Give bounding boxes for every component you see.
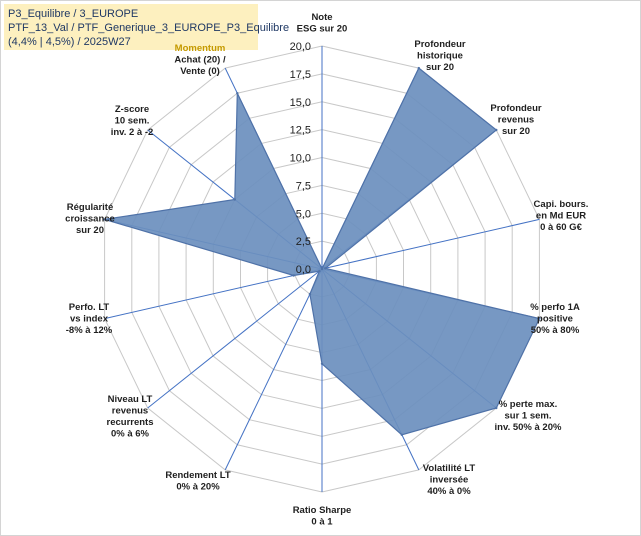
axis-label-line: 0 à 1 [311,517,333,528]
axis-label-line: Capi. bours. [534,199,589,210]
axis-label-line: Régularité [67,202,113,213]
axis-label-line: sur 20 [426,62,454,73]
axis-label-line: % perfo 1A [530,302,580,313]
series-point [318,269,321,273]
axis-label-line: Note [311,12,332,23]
axis-label-line: 0 à 60 G€ [540,222,582,233]
tick-label: 10,0 [290,153,311,165]
axis-label-line: croissance [65,214,115,225]
tick-label: 0,0 [296,264,311,276]
series-point [324,267,327,270]
axis-label-line: sur 1 sem. [505,411,552,422]
axis-label-line: Momentum [175,43,226,54]
axis-label-line: revenus [112,406,148,417]
axis-label-line: positive [537,314,573,325]
axis-label: Momentum Achat (20) / Vente (0) [174,43,226,77]
axis-spoke [104,268,323,320]
axis-label-line: 50% à 80% [531,325,580,336]
tick-label: 15,0 [290,97,311,109]
info-line-1: P3_Equilibre / 3_EUROPE [8,8,139,20]
axis-spoke [321,218,540,270]
axis-label-line: Vente (0) [180,66,220,77]
axis-label-line: Rendement LT [165,470,230,481]
axis-label: Profondeur revenus sur 20 [490,103,541,137]
series-point [320,362,324,365]
axis-label-line: inversée [430,475,469,486]
tick-label: 7,5 [296,180,311,192]
axis-label-line: -8% à 12% [66,325,113,336]
axis-label-line: Z-score [115,104,149,115]
axis-label-line: sur 20 [76,225,104,236]
series-point [417,66,420,70]
axis-label: % perfo 1A positive 50% à 80% [530,302,580,336]
axis-label-line: Niveau LT [108,394,153,405]
axis-label-line: sur 20 [502,126,530,137]
axis-label: Profondeur historique sur 20 [414,39,465,73]
series-point [538,317,541,320]
axis-label-line: Perfo. LT [69,302,110,313]
info-line-3: (4,4% | 4,5%) / 2025W27 [8,36,131,48]
axis-label-line: 40% à 0% [427,486,471,497]
axis-label-line: inv. 2 à -2 [111,127,154,138]
series-point [292,274,295,277]
axis-label-line: en Md EUR [536,211,586,222]
axis-label-line: Ratio Sharpe [293,505,352,516]
axis-label-line: 0% à 6% [111,429,150,440]
series-point [320,267,324,271]
axis-label-line: historique [417,51,463,62]
axis-label-line: inv. 50% à 20% [495,422,562,433]
axis-label: Perfo. LT vs index -8% à 12% [66,302,113,336]
series-point [495,128,498,132]
axis-label: Régularité croissance sur 20 [65,202,115,236]
axis-label-line: vs index [70,314,109,325]
axis-label: % perte max. sur 1 sem. inv. 50% à 20% [495,399,562,433]
axis-label-line: Profondeur [414,39,465,50]
axis-label-line: Profondeur [490,103,541,114]
axis-label: Note ESG sur 20 [297,12,348,35]
axis-label-line: Volatilité LT [423,463,476,474]
series-point [495,406,498,410]
axis-spoke [147,268,323,409]
axis-label-line: 0% à 20% [176,482,220,493]
series-point [233,198,236,201]
radar-series [103,66,541,436]
axis-spoke [224,268,323,471]
axis-label: Z-score 10 sem. inv. 2 à -2 [111,104,154,138]
tick-label: 20,0 [290,41,311,53]
axis-label: Rendement LT 0% à 20% [165,470,230,493]
axis-label-line: 10 sem. [115,116,150,127]
tick-label: 5,0 [296,208,311,220]
axis-label: Volatilité LT inversée 40% à 0% [423,463,476,497]
tick-label: 12,5 [290,125,311,137]
series-point [400,433,403,436]
tick-label: 17,5 [290,69,311,81]
axis-label-line: recurrents [107,417,154,428]
series-point [236,92,239,95]
axis-label-line: % perte max. [499,399,558,410]
series-point [308,292,312,296]
radar-tick-labels: 0,0 2,5 5,0 7,5 10,0 12,5 15,0 17,5 20,0 [290,41,311,276]
info-line-2: PTF_13_Val / PTF_Generique_3_EUROPE_P3_E… [8,22,290,34]
tick-label: 2,5 [296,236,311,248]
axis-label: Ratio Sharpe 0 à 1 [293,505,352,528]
axis-label-line: ESG sur 20 [297,24,348,35]
axis-label: Capi. bours. en Md EUR 0 à 60 G€ [534,199,589,233]
axis-label: Niveau LT revenus recurrents 0% à 6% [107,394,154,440]
series-point [103,218,106,221]
portfolio-info-box: P3_Equilibre / 3_EUROPE PTF_13_Val / PTF… [4,4,290,50]
axis-label-line: revenus [498,115,534,126]
axis-label-line: Achat (20) / [174,55,226,66]
